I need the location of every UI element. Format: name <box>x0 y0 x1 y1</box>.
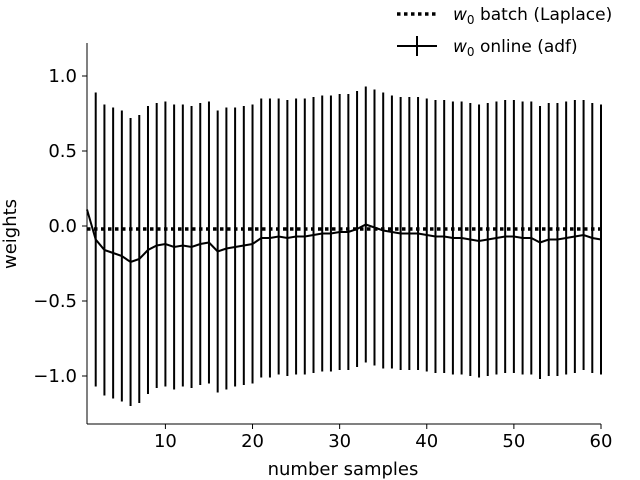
legend: w0 batch (Laplace) w0 online (adf) <box>397 5 612 59</box>
y-axis-label: weights <box>0 199 21 269</box>
y-tick-label: 0.0 <box>48 216 77 237</box>
legend-label: w0 batch (Laplace) <box>453 5 612 27</box>
y-tick-label: −0.5 <box>33 291 77 312</box>
y-tick-label: 1.0 <box>48 66 77 87</box>
axes <box>86 43 601 425</box>
ticks: 10 20 30 40 50 60 1.0 0.5 0.0 −0.5 −1.0 <box>33 66 612 452</box>
y-tick-label: 0.5 <box>48 141 77 162</box>
x-tick-label: 40 <box>415 431 438 452</box>
plot-area <box>86 86 602 406</box>
legend-label: w0 online (adf) <box>453 37 578 59</box>
online-adf-line <box>86 209 602 264</box>
x-tick-label: 10 <box>154 431 177 452</box>
x-axis-label: number samples <box>268 459 419 480</box>
y-tick-label: −1.0 <box>33 366 77 387</box>
x-tick-label: 30 <box>328 431 351 452</box>
x-tick-label: 20 <box>241 431 264 452</box>
x-tick-label: 60 <box>590 431 613 452</box>
x-tick-label: 50 <box>502 431 525 452</box>
